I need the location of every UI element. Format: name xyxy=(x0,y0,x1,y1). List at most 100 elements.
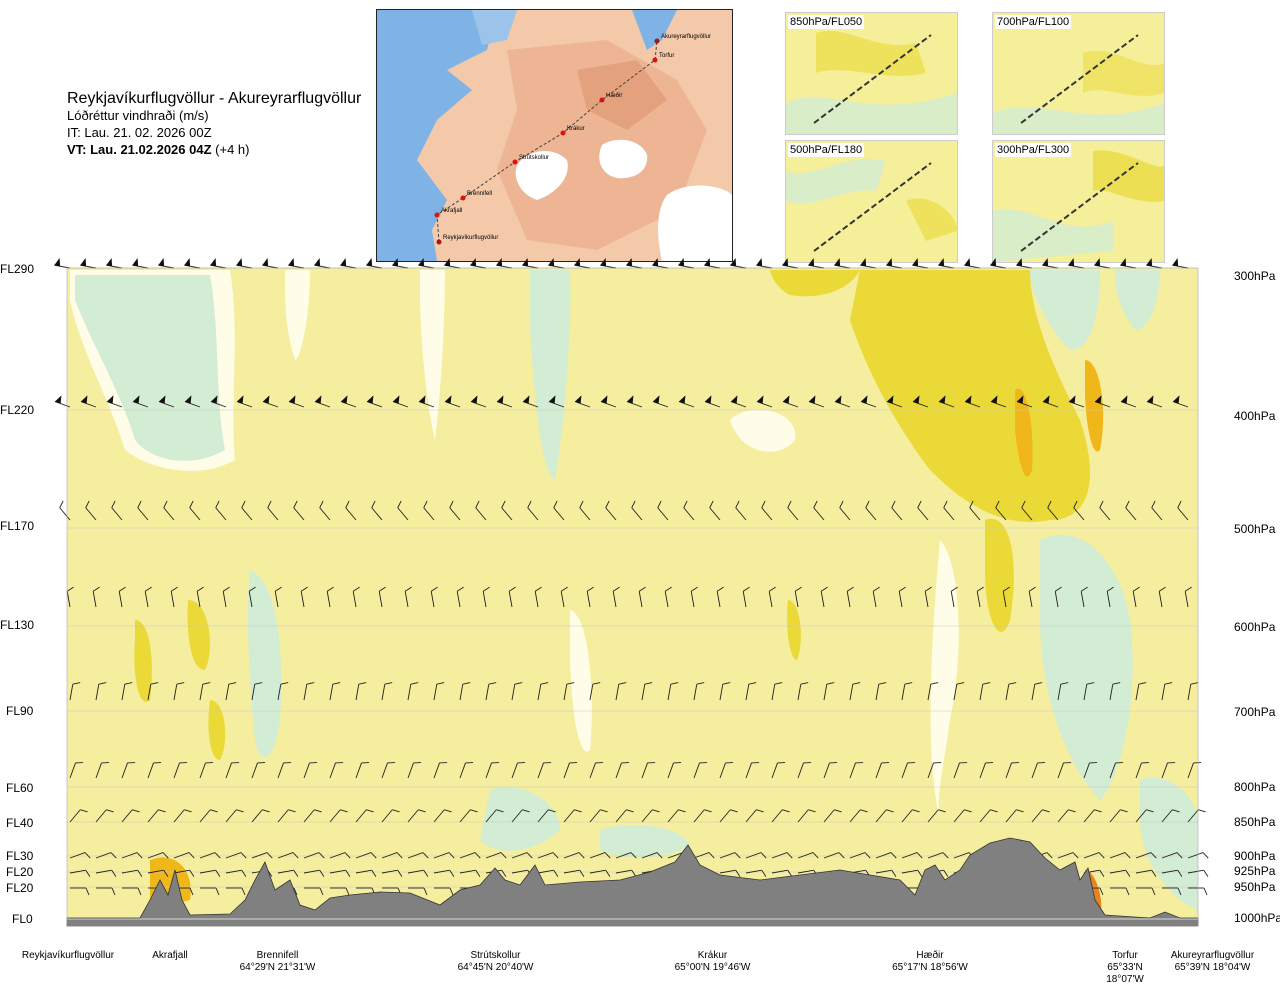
wind-barb xyxy=(199,852,221,859)
wind-barb xyxy=(938,258,955,269)
valid-time: VT: Lau. 21.02.2026 04Z (+4 h) xyxy=(67,141,361,158)
wind-barb xyxy=(381,869,403,877)
route-point-label: Akureyrarflugvöllur xyxy=(661,34,711,40)
wind-barb xyxy=(366,258,383,269)
wind-barb xyxy=(901,869,923,877)
wind-barb xyxy=(1162,887,1182,896)
title-block: Reykjavíkurflugvöllur - Akureyrarflugvöl… xyxy=(67,90,361,158)
wind-barb xyxy=(199,809,218,823)
wind-barb xyxy=(304,887,324,896)
wind-barb xyxy=(407,852,429,859)
down-region-2 xyxy=(530,270,571,480)
wind-barb xyxy=(719,682,731,701)
wind-barb xyxy=(163,500,175,521)
wind-barb xyxy=(69,762,84,779)
location-coord: 64°29'N 21°31'W xyxy=(239,962,316,973)
wind-barb xyxy=(170,586,178,608)
up-region-7 xyxy=(187,600,210,670)
wind-barb xyxy=(1005,682,1017,701)
hpa-label: 1000hPa xyxy=(1234,911,1280,925)
route-point-marker xyxy=(654,38,660,44)
wind-barb xyxy=(849,809,868,823)
wind-barb xyxy=(1042,258,1059,269)
wind-barb xyxy=(1106,586,1114,608)
wind-barb xyxy=(839,500,851,521)
wind-barb xyxy=(262,258,279,269)
wind-barb xyxy=(1151,500,1163,521)
level-map-850-label: 850hPa/FL050 xyxy=(788,15,865,29)
wind-barb xyxy=(1120,395,1137,408)
wind-barb xyxy=(589,762,604,779)
wind-barb xyxy=(1083,809,1102,823)
wind-barb xyxy=(1135,852,1157,859)
wind-barb xyxy=(418,258,435,269)
down-region-7 xyxy=(1115,270,1160,330)
wind-barb xyxy=(433,869,455,877)
hpa-label: 925hPa xyxy=(1234,864,1276,878)
wind-barb xyxy=(979,809,998,823)
up-region-3 xyxy=(1015,388,1033,477)
wind-barb xyxy=(173,682,185,701)
down-region-1b xyxy=(75,275,225,461)
wind-barb xyxy=(537,762,552,779)
route-point-marker xyxy=(512,159,518,165)
wind-barb xyxy=(574,258,591,269)
wind-barb xyxy=(1068,258,1085,269)
wind-barb xyxy=(823,682,835,701)
wind-barb xyxy=(787,500,799,521)
location-name: Strútskollur xyxy=(470,950,521,961)
wind-barb xyxy=(147,682,159,701)
wind-barb xyxy=(225,762,240,779)
wind-barb xyxy=(1005,762,1020,779)
wind-barb xyxy=(537,682,549,701)
wind-barb xyxy=(511,682,523,701)
wind-barb xyxy=(794,586,802,608)
location-coord: 64°45'N 20°40'W xyxy=(457,962,534,973)
wind-barb xyxy=(95,869,117,877)
wind-barb xyxy=(444,395,461,408)
valid-time-offset: (+4 h) xyxy=(211,142,250,157)
wind-barb xyxy=(657,500,669,521)
wind-barb xyxy=(70,887,90,896)
wind-barb xyxy=(964,395,981,408)
wind-barb xyxy=(771,869,793,877)
wind-barb xyxy=(886,258,903,269)
wind-barb xyxy=(267,500,279,521)
wind-barb xyxy=(303,682,315,701)
fl-label: FL40 xyxy=(6,816,34,830)
wind-barb xyxy=(303,809,322,823)
wind-barb xyxy=(408,887,428,896)
wind-barb xyxy=(329,809,348,823)
wind-barb xyxy=(745,682,757,701)
wind-barb xyxy=(745,762,760,779)
glacier-3 xyxy=(658,185,732,261)
wind-barb xyxy=(407,682,419,701)
wind-barb xyxy=(459,852,481,859)
wind-barb xyxy=(433,852,455,859)
down-region-14 xyxy=(600,825,690,857)
wind-barb xyxy=(173,852,195,859)
wind-barb xyxy=(511,809,530,823)
hpa-label: 700hPa xyxy=(1234,705,1276,719)
wind-barb xyxy=(225,852,247,859)
wind-barb xyxy=(355,869,377,877)
wind-barb xyxy=(943,500,955,521)
wind-barb xyxy=(314,395,331,408)
wind-barb xyxy=(173,869,195,877)
wind-barb xyxy=(326,586,334,608)
wind-barb xyxy=(1125,500,1137,521)
wind-barb xyxy=(1031,682,1043,701)
route-point-label: Krákur xyxy=(567,126,585,132)
wind-barb xyxy=(563,852,585,859)
sea-west xyxy=(377,10,497,261)
wind-barb xyxy=(66,586,74,608)
wind-barb xyxy=(95,852,117,859)
wind-barb xyxy=(132,395,149,408)
wind-barb xyxy=(355,762,370,779)
wind-barb xyxy=(719,762,734,779)
wind-barb xyxy=(641,762,656,779)
location-label: Hæðir 65°17'N 18°56'W xyxy=(880,950,980,974)
wind-barb xyxy=(1158,586,1166,608)
wind-barb xyxy=(1057,809,1076,823)
bay-west xyxy=(472,10,517,45)
